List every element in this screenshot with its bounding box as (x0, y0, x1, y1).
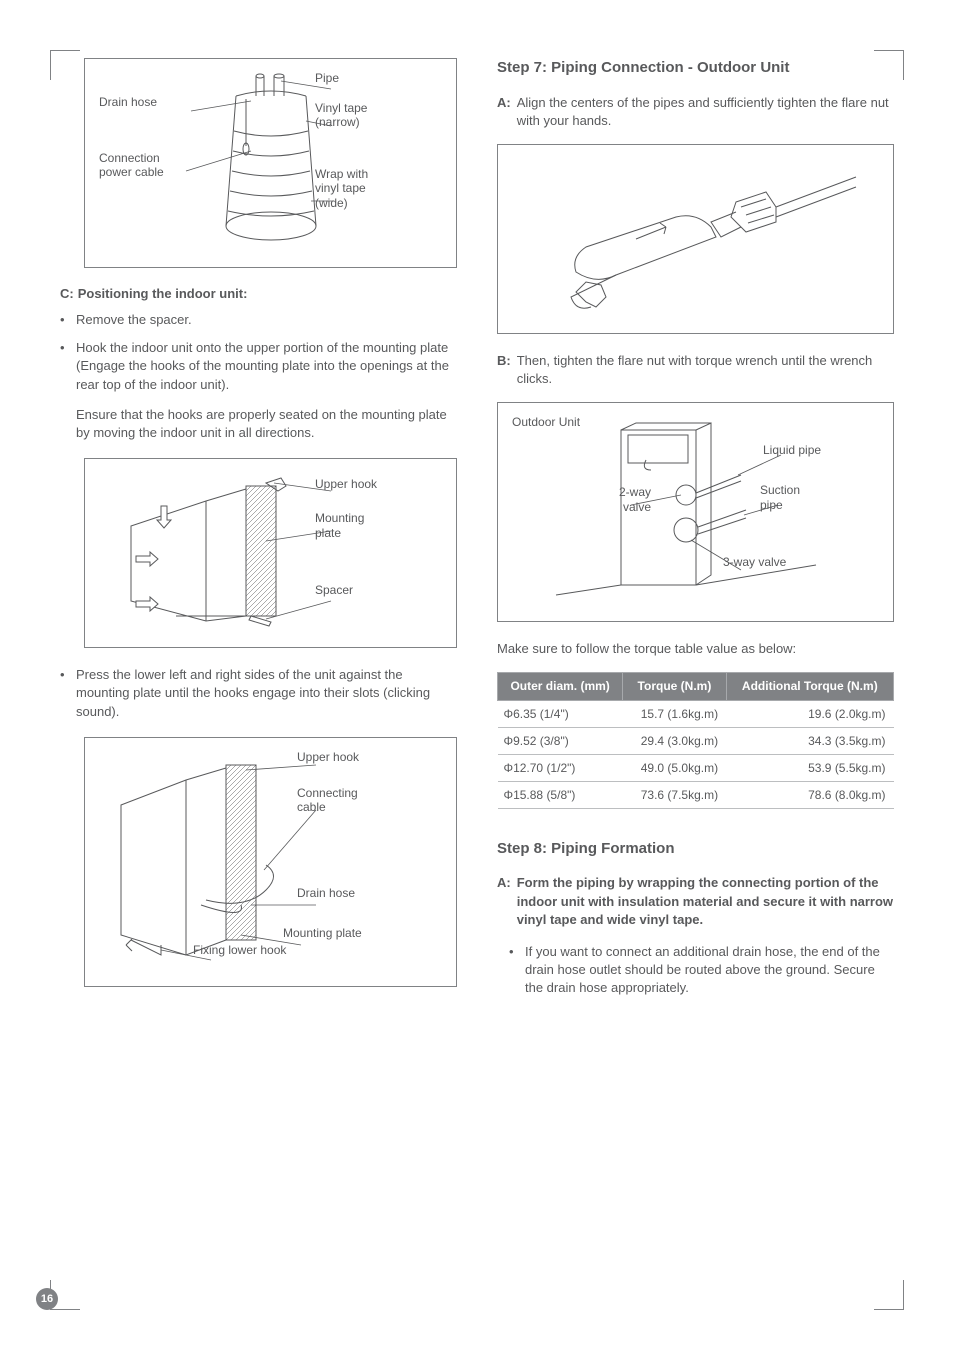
a-label: A: (497, 94, 511, 130)
label-mounting-plate-2: Mounting plate (283, 926, 362, 940)
step7-b: B: Then, tighten the flare nut with torq… (497, 352, 894, 388)
label-wrap-wide: Wrap with vinyl tape (wide) (315, 167, 395, 210)
table-row: Φ6.35 (1/4")15.7 (1.6kg.m)19.6 (2.0kg.m) (498, 700, 894, 727)
torque-note: Make sure to follow the torque table val… (497, 640, 894, 658)
b-text: Then, tighten the flare nut with torque … (517, 352, 894, 388)
label-3way: 3-way valve (723, 555, 786, 569)
right-column: Step 7: Piping Connection - Outdoor Unit… (497, 58, 894, 1013)
a-text: Align the centers of the pipes and suffi… (517, 94, 894, 130)
label-upper-hook: Upper hook (315, 477, 377, 491)
table-row: Φ9.52 (3/8")29.4 (3.0kg.m)34.3 (3.5kg.m) (498, 727, 894, 754)
th-diam: Outer diam. (mm) (498, 673, 623, 700)
crop-mark (874, 1280, 904, 1310)
table-row: Φ12.70 (1/2")49.0 (5.0kg.m)53.9 (5.5kg.m… (498, 754, 894, 781)
label-connecting-cable: Connecting cable (297, 786, 377, 815)
label-pipe: Pipe (315, 71, 339, 85)
left-column: Drain hose Connection power cable Pipe V… (60, 58, 457, 1013)
page-number: 16 (36, 1288, 58, 1310)
figure-pipe-wrap: Drain hose Connection power cable Pipe V… (84, 58, 457, 268)
crop-mark (874, 50, 904, 80)
label-liquid-pipe: Liquid pipe (763, 443, 821, 457)
th-torque: Torque (N.m) (623, 673, 726, 700)
step8-a: A: Form the piping by wrapping the conne… (497, 874, 894, 929)
label-mounting-plate: Mounting plate (315, 511, 385, 540)
th-add-torque: Additional Torque (N.m) (726, 673, 893, 700)
label-2way: 2-way valve (606, 485, 651, 514)
step7-title: Step 7: Piping Connection - Outdoor Unit (497, 58, 894, 78)
bullet-hook-unit: Hook the indoor unit onto the upper port… (60, 339, 457, 442)
figure-outdoor-unit: Outdoor Unit Liquid pipe 2-way valve Suc… (497, 402, 894, 622)
b-label: B: (497, 352, 511, 388)
label-conn-cable: Connection power cable (99, 151, 179, 180)
crop-mark (50, 50, 80, 80)
step8-a-text: Form the piping by wrapping the connecti… (517, 874, 894, 929)
label-outdoor-unit: Outdoor Unit (512, 415, 580, 429)
figure-flare-nut (497, 144, 894, 334)
figure-connecting: Upper hook Connecting cable Drain hose M… (84, 737, 457, 987)
bullet-press-sides: Press the lower left and right sides of … (60, 666, 457, 721)
label-vinyl-narrow: Vinyl tape (narrow) (315, 101, 395, 130)
label-spacer: Spacer (315, 583, 353, 597)
label-suction-pipe: Suction pipe (760, 483, 815, 512)
label-drain-hose-2: Drain hose (297, 886, 355, 900)
bullet-remove-spacer: Remove the spacer. (60, 311, 457, 329)
label-fixing-lower: Fixing lower hook (193, 943, 286, 957)
table-row: Φ15.88 (5/8")73.6 (7.5kg.m)78.6 (8.0kg.m… (498, 781, 894, 808)
step7-a: A: Align the centers of the pipes and su… (497, 94, 894, 130)
c-label: C: (60, 286, 74, 301)
torque-table: Outer diam. (mm) Torque (N.m) Additional… (497, 672, 894, 808)
heading-c: C: Positioning the indoor unit: (60, 286, 457, 301)
figure-mounting: Upper hook Mounting plate Spacer (84, 458, 457, 648)
step8-bullet: If you want to connect an additional dra… (509, 943, 894, 998)
step8-title: Step 8: Piping Formation (497, 839, 894, 859)
step8-a-label: A: (497, 874, 511, 929)
c-title: Positioning the indoor unit: (78, 286, 248, 301)
label-drain-hose: Drain hose (99, 95, 157, 109)
label-upper-hook-2: Upper hook (297, 750, 359, 764)
